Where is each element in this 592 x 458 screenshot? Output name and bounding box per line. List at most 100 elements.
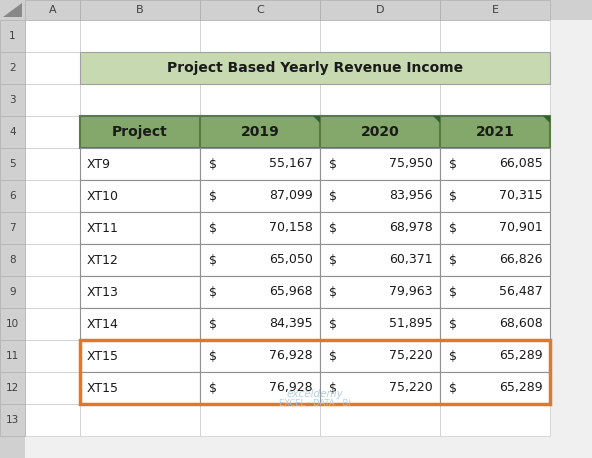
Bar: [0, 84, 25, 116]
Text: EXCEL · DATA · BI: EXCEL · DATA · BI: [279, 399, 351, 409]
Bar: [0, 308, 25, 340]
Bar: [25, 148, 80, 180]
Bar: [440, 84, 550, 116]
Bar: [200, 148, 320, 180]
Text: 13: 13: [6, 415, 19, 425]
Text: 70,158: 70,158: [269, 222, 313, 234]
Text: $: $: [329, 253, 337, 267]
Bar: [0, 276, 25, 308]
Bar: [80, 180, 200, 212]
Text: exceldemy: exceldemy: [287, 389, 343, 399]
Bar: [80, 212, 200, 244]
Text: XT14: XT14: [87, 317, 119, 331]
Bar: [440, 404, 550, 436]
Bar: [0, 0, 592, 20]
Bar: [200, 0, 320, 20]
Bar: [440, 308, 550, 340]
Bar: [200, 340, 320, 372]
Bar: [0, 52, 25, 84]
Bar: [320, 340, 440, 372]
Text: $: $: [209, 190, 217, 202]
Text: E: E: [491, 5, 498, 15]
Bar: [80, 148, 200, 180]
Text: $: $: [449, 253, 457, 267]
Bar: [80, 84, 200, 116]
Text: $: $: [449, 317, 457, 331]
Bar: [80, 0, 200, 20]
Text: $: $: [449, 222, 457, 234]
Text: 56,487: 56,487: [499, 285, 543, 299]
Bar: [80, 52, 200, 84]
Bar: [320, 116, 440, 148]
Bar: [200, 244, 320, 276]
Bar: [440, 148, 550, 180]
Bar: [200, 372, 320, 404]
Bar: [200, 116, 320, 148]
Bar: [200, 20, 320, 52]
Text: 1: 1: [9, 31, 16, 41]
Bar: [320, 116, 440, 148]
Text: $: $: [329, 190, 337, 202]
Bar: [200, 308, 320, 340]
Polygon shape: [3, 3, 22, 17]
Text: B: B: [136, 5, 144, 15]
Bar: [200, 308, 320, 340]
Text: $: $: [329, 158, 337, 170]
Bar: [320, 212, 440, 244]
Text: $: $: [449, 285, 457, 299]
Bar: [320, 180, 440, 212]
Bar: [440, 372, 550, 404]
Bar: [80, 340, 200, 372]
Bar: [25, 244, 80, 276]
Bar: [200, 84, 320, 116]
Text: Project: Project: [112, 125, 168, 139]
Bar: [25, 404, 80, 436]
Bar: [25, 20, 550, 436]
Bar: [320, 52, 440, 84]
Bar: [0, 372, 25, 404]
Text: 65,968: 65,968: [269, 285, 313, 299]
Text: 79,963: 79,963: [390, 285, 433, 299]
Text: 68,978: 68,978: [390, 222, 433, 234]
Text: 3: 3: [9, 95, 16, 105]
Bar: [440, 308, 550, 340]
Text: 70,315: 70,315: [499, 190, 543, 202]
Text: Project Based Yearly Revenue Income: Project Based Yearly Revenue Income: [167, 61, 463, 75]
Bar: [25, 116, 80, 148]
Text: $: $: [209, 285, 217, 299]
Bar: [25, 340, 80, 372]
Text: 7: 7: [9, 223, 16, 233]
Bar: [80, 404, 200, 436]
Bar: [440, 244, 550, 276]
Bar: [0, 20, 25, 52]
Bar: [200, 404, 320, 436]
Bar: [440, 148, 550, 180]
Bar: [320, 84, 440, 116]
Bar: [25, 52, 80, 84]
Bar: [440, 340, 550, 372]
Bar: [320, 308, 440, 340]
Text: A: A: [49, 5, 56, 15]
Bar: [440, 116, 550, 148]
Text: $: $: [209, 158, 217, 170]
Text: 2020: 2020: [361, 125, 400, 139]
Text: $: $: [449, 382, 457, 394]
Polygon shape: [543, 116, 550, 123]
Bar: [25, 276, 80, 308]
Bar: [200, 212, 320, 244]
Text: 11: 11: [6, 351, 19, 361]
Bar: [440, 372, 550, 404]
Text: XT11: XT11: [87, 222, 119, 234]
Bar: [320, 212, 440, 244]
Bar: [320, 20, 440, 52]
Bar: [80, 212, 200, 244]
Bar: [0, 148, 25, 180]
Text: 6: 6: [9, 191, 16, 201]
Bar: [320, 148, 440, 180]
Bar: [0, 340, 25, 372]
Bar: [200, 116, 320, 148]
Bar: [200, 148, 320, 180]
Bar: [320, 276, 440, 308]
Bar: [200, 276, 320, 308]
Bar: [320, 372, 440, 404]
